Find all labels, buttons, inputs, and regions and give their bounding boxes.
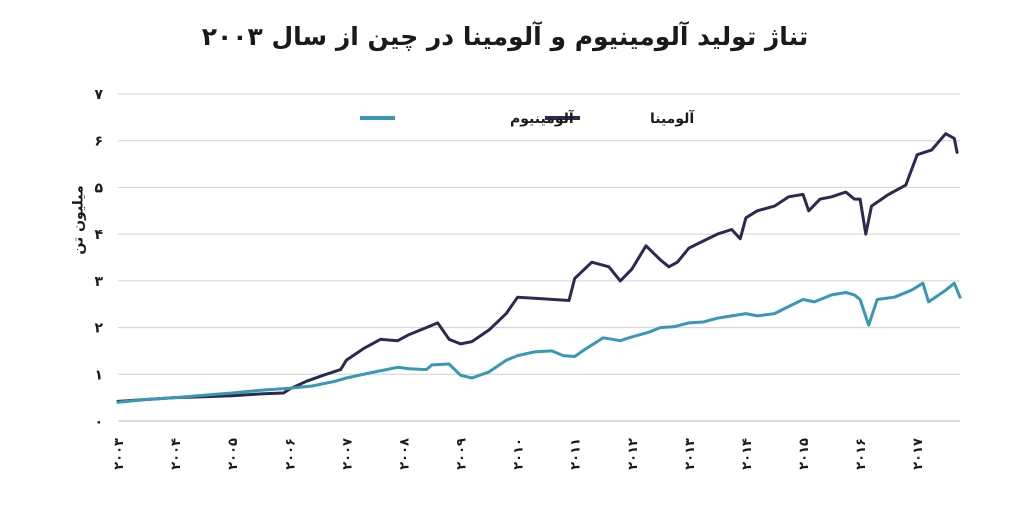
- x-tick-label: ۲۰۱۱: [569, 438, 584, 470]
- x-tick-label: ۲۰۰۴: [169, 438, 184, 470]
- y-tick-label: ۷: [94, 87, 103, 103]
- y-tick-label: ۲: [94, 321, 103, 337]
- y-tick-label: ۰: [94, 414, 103, 430]
- x-tick-label: ۲۰۱۶: [854, 438, 869, 470]
- legend: آلومینا آلومینیوم: [360, 109, 695, 127]
- series-line-0: [116, 132, 959, 403]
- x-tick-label: ۲۰۰۹: [455, 438, 470, 470]
- legend-label-1: آلومینیوم: [510, 109, 575, 127]
- chart-title: تناژ تولید آلومینیوم و آلومینا در چین از…: [201, 22, 809, 51]
- y-tick-label: ۵: [94, 180, 103, 196]
- x-tick-label: ۲۰۰۳: [112, 438, 127, 470]
- gridlines: [118, 93, 960, 422]
- x-axis-ticks: ۲۰۰۳ ۲۰۰۴ ۲۰۰۵ ۲۰۰۶ ۲۰۰۷ ۲۰۰۸ ۲۰۰۹ ۲۰۱۰ ۲۰۱۱ ۲۰۱۲…: [112, 438, 926, 470]
- y-tick-label: ۳: [94, 274, 103, 290]
- x-tick-label: ۲۰۱۲: [626, 438, 641, 470]
- x-tick-label: ۲۰۱۴: [740, 438, 755, 470]
- x-tick-label: ۲۰۱۵: [797, 438, 812, 470]
- x-tick-label: ۲۰۱۷: [911, 438, 926, 470]
- x-tick-label: ۲۰۰۶: [283, 438, 298, 470]
- x-tick-label: ۲۰۱۰: [512, 438, 527, 470]
- x-tick-label: ۲۰۰۵: [226, 438, 241, 470]
- series-line-1: [116, 281, 962, 404]
- y-tick-label: ۶: [94, 134, 103, 150]
- legend-label-0: آلومینا: [650, 109, 695, 127]
- x-tick-label: ۲۰۰۷: [340, 438, 355, 470]
- y-tick-label: ۴: [94, 227, 103, 243]
- series-lines: [116, 132, 962, 404]
- y-axis-ticks: ۰ ۱ ۲ ۳ ۴ ۵ ۶ ۷: [94, 87, 103, 430]
- y-tick-label: ۱: [94, 367, 103, 383]
- x-tick-label: ۲۰۱۳: [683, 438, 698, 470]
- x-tick-label: ۲۰۰۸: [397, 438, 412, 470]
